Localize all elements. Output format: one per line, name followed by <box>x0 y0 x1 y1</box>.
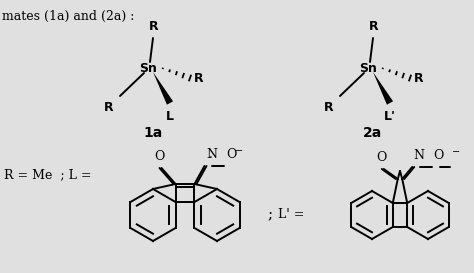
Text: R: R <box>149 20 159 33</box>
Polygon shape <box>153 72 173 105</box>
Text: mates (1a) and (2a) :: mates (1a) and (2a) : <box>2 10 134 23</box>
Polygon shape <box>373 72 393 105</box>
Text: R: R <box>414 73 424 85</box>
Text: ;: ; <box>267 208 273 222</box>
Text: −: − <box>452 148 460 157</box>
Text: Sn: Sn <box>359 61 377 75</box>
Text: L: L <box>166 110 174 123</box>
Text: R = Me  ; L =: R = Me ; L = <box>4 168 91 182</box>
Text: −: − <box>236 147 244 156</box>
Text: 2a: 2a <box>364 126 383 140</box>
Text: R: R <box>324 101 334 114</box>
Text: Sn: Sn <box>139 61 157 75</box>
Text: O: O <box>155 150 164 163</box>
Text: .: . <box>209 148 212 161</box>
Text: O: O <box>227 148 237 161</box>
Text: N: N <box>413 149 424 162</box>
Text: L': L' <box>384 110 396 123</box>
Text: R: R <box>194 73 204 85</box>
Text: L' =: L' = <box>278 209 304 221</box>
Text: R: R <box>104 101 114 114</box>
Text: O: O <box>433 149 444 162</box>
Text: 1a: 1a <box>143 126 163 140</box>
Text: R: R <box>369 20 379 33</box>
Text: O: O <box>377 151 387 164</box>
Text: N: N <box>207 148 218 161</box>
